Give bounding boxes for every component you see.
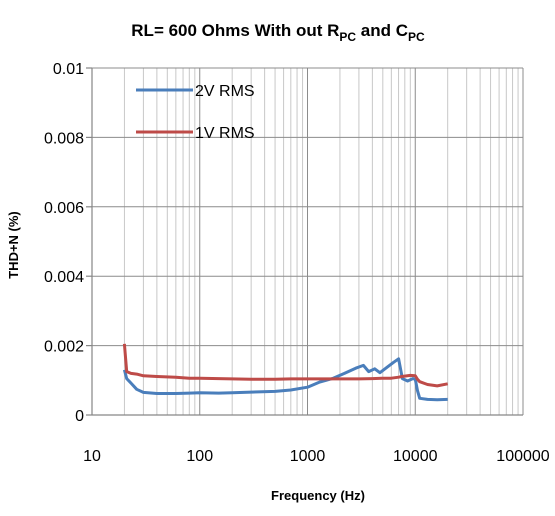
x-tick-label: 10000 — [393, 448, 438, 465]
x-tick-label: 10 — [83, 448, 101, 465]
y-axis-label: THD+N (%) — [6, 211, 21, 279]
x-tick-label: 1000 — [290, 448, 326, 465]
chart-title-sub1: PC — [339, 30, 356, 44]
chart-title: RL= 600 Ohms With out RPC and CPC — [131, 21, 425, 44]
legend: 2V RMS 1V RMS — [136, 83, 255, 142]
x-axis-label: Frequency (Hz) — [271, 488, 365, 503]
data-series — [122, 343, 448, 402]
x-tick-labels: 10 100 1000 10000 100000 — [83, 448, 550, 465]
y-tick-label: 0.01 — [53, 61, 84, 78]
x-tick-label: 100000 — [496, 448, 549, 465]
series-line-1v-rms — [122, 343, 448, 388]
y-tick-label: 0.008 — [44, 130, 84, 147]
y-tick-label: 0.006 — [44, 200, 84, 217]
chart-title-mid: and C — [356, 21, 408, 40]
y-tick-labels: 0 0.002 0.004 0.006 0.008 0.01 — [44, 61, 84, 425]
grid-lines — [91, 67, 524, 416]
series-line-2v-rms — [122, 357, 448, 402]
y-tick-label: 0.004 — [44, 269, 84, 286]
chart-title-sub2: PC — [408, 30, 425, 44]
legend-label: 2V RMS — [195, 83, 255, 100]
legend-label: 1V RMS — [195, 125, 255, 142]
y-tick-label: 0.002 — [44, 339, 84, 356]
chart-title-prefix: RL= 600 Ohms With out R — [131, 21, 339, 40]
y-tick-label: 0 — [75, 408, 84, 425]
x-tick-label: 100 — [186, 448, 213, 465]
plot-axes — [86, 67, 523, 416]
